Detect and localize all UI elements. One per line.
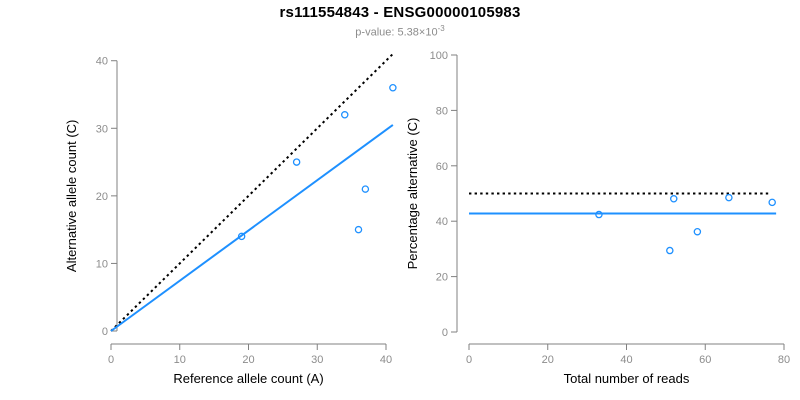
chart-header: rs111554843 - ENSG00000105983 p-value: 5…	[0, 4, 800, 39]
x-axis-title: Reference allele count (A)	[173, 371, 323, 386]
y-tick-label: 20	[436, 272, 448, 284]
x-tick-label: 20	[242, 354, 254, 366]
x-axis-title: Total number of reads	[564, 371, 690, 386]
x-tick-label: 0	[108, 354, 114, 366]
data-point	[389, 83, 397, 92]
y-tick-label: 100	[430, 50, 448, 62]
x-tick-label: 40	[620, 354, 632, 366]
y-tick-label: 0	[442, 327, 448, 339]
y-tick-label: 60	[436, 161, 448, 173]
data-point	[361, 185, 370, 193]
data-point	[768, 198, 776, 207]
y-tick-label: 10	[96, 258, 108, 270]
data-point	[725, 193, 733, 202]
p-value-text: p-value: 5.38×10	[355, 26, 438, 39]
y-tick-label: 20	[96, 191, 108, 203]
x-tick-label: 20	[542, 354, 554, 366]
y-axis-title: Alternative allele count (C)	[64, 120, 79, 272]
allele-count-scatter-plot: 0 10 20 30 40 0 10 20 30 40 Reference allele count…	[64, 53, 397, 386]
chart-subtitle: p-value: 5.38×10-3	[0, 24, 800, 39]
p-value-exponent: -3	[437, 24, 445, 33]
data-point	[595, 210, 603, 219]
data-point	[666, 246, 674, 255]
data-point	[669, 195, 678, 203]
y-tick-label: 30	[96, 123, 108, 135]
chart-title: rs111554843 - ENSG00000105983	[279, 4, 521, 21]
data-point	[693, 227, 702, 236]
x-tick-label: 30	[311, 354, 323, 366]
x-tick-label: 80	[778, 354, 790, 366]
x-tick-label: 0	[466, 354, 472, 366]
identity-line-1to1	[110, 53, 394, 332]
y-tick-label: 80	[436, 105, 448, 117]
y-tick-label: 0	[102, 326, 108, 338]
x-tick-label: 60	[699, 354, 711, 366]
data-point	[354, 225, 363, 234]
fitted-ratio-line	[110, 124, 394, 332]
x-tick-label: 10	[174, 354, 186, 366]
y-tick-label: 40	[96, 56, 108, 68]
x-tick-label: 40	[380, 354, 392, 366]
y-tick-label: 40	[436, 216, 448, 228]
percentage-reads-scatter-plot: 0 20 40 60 80 100 0 20 40 60 80 Total number of rea…	[405, 50, 790, 386]
data-point	[237, 232, 246, 241]
y-axis-title: Percentage alternative (C)	[405, 118, 420, 270]
data-point	[340, 111, 349, 119]
data-point	[292, 158, 301, 166]
